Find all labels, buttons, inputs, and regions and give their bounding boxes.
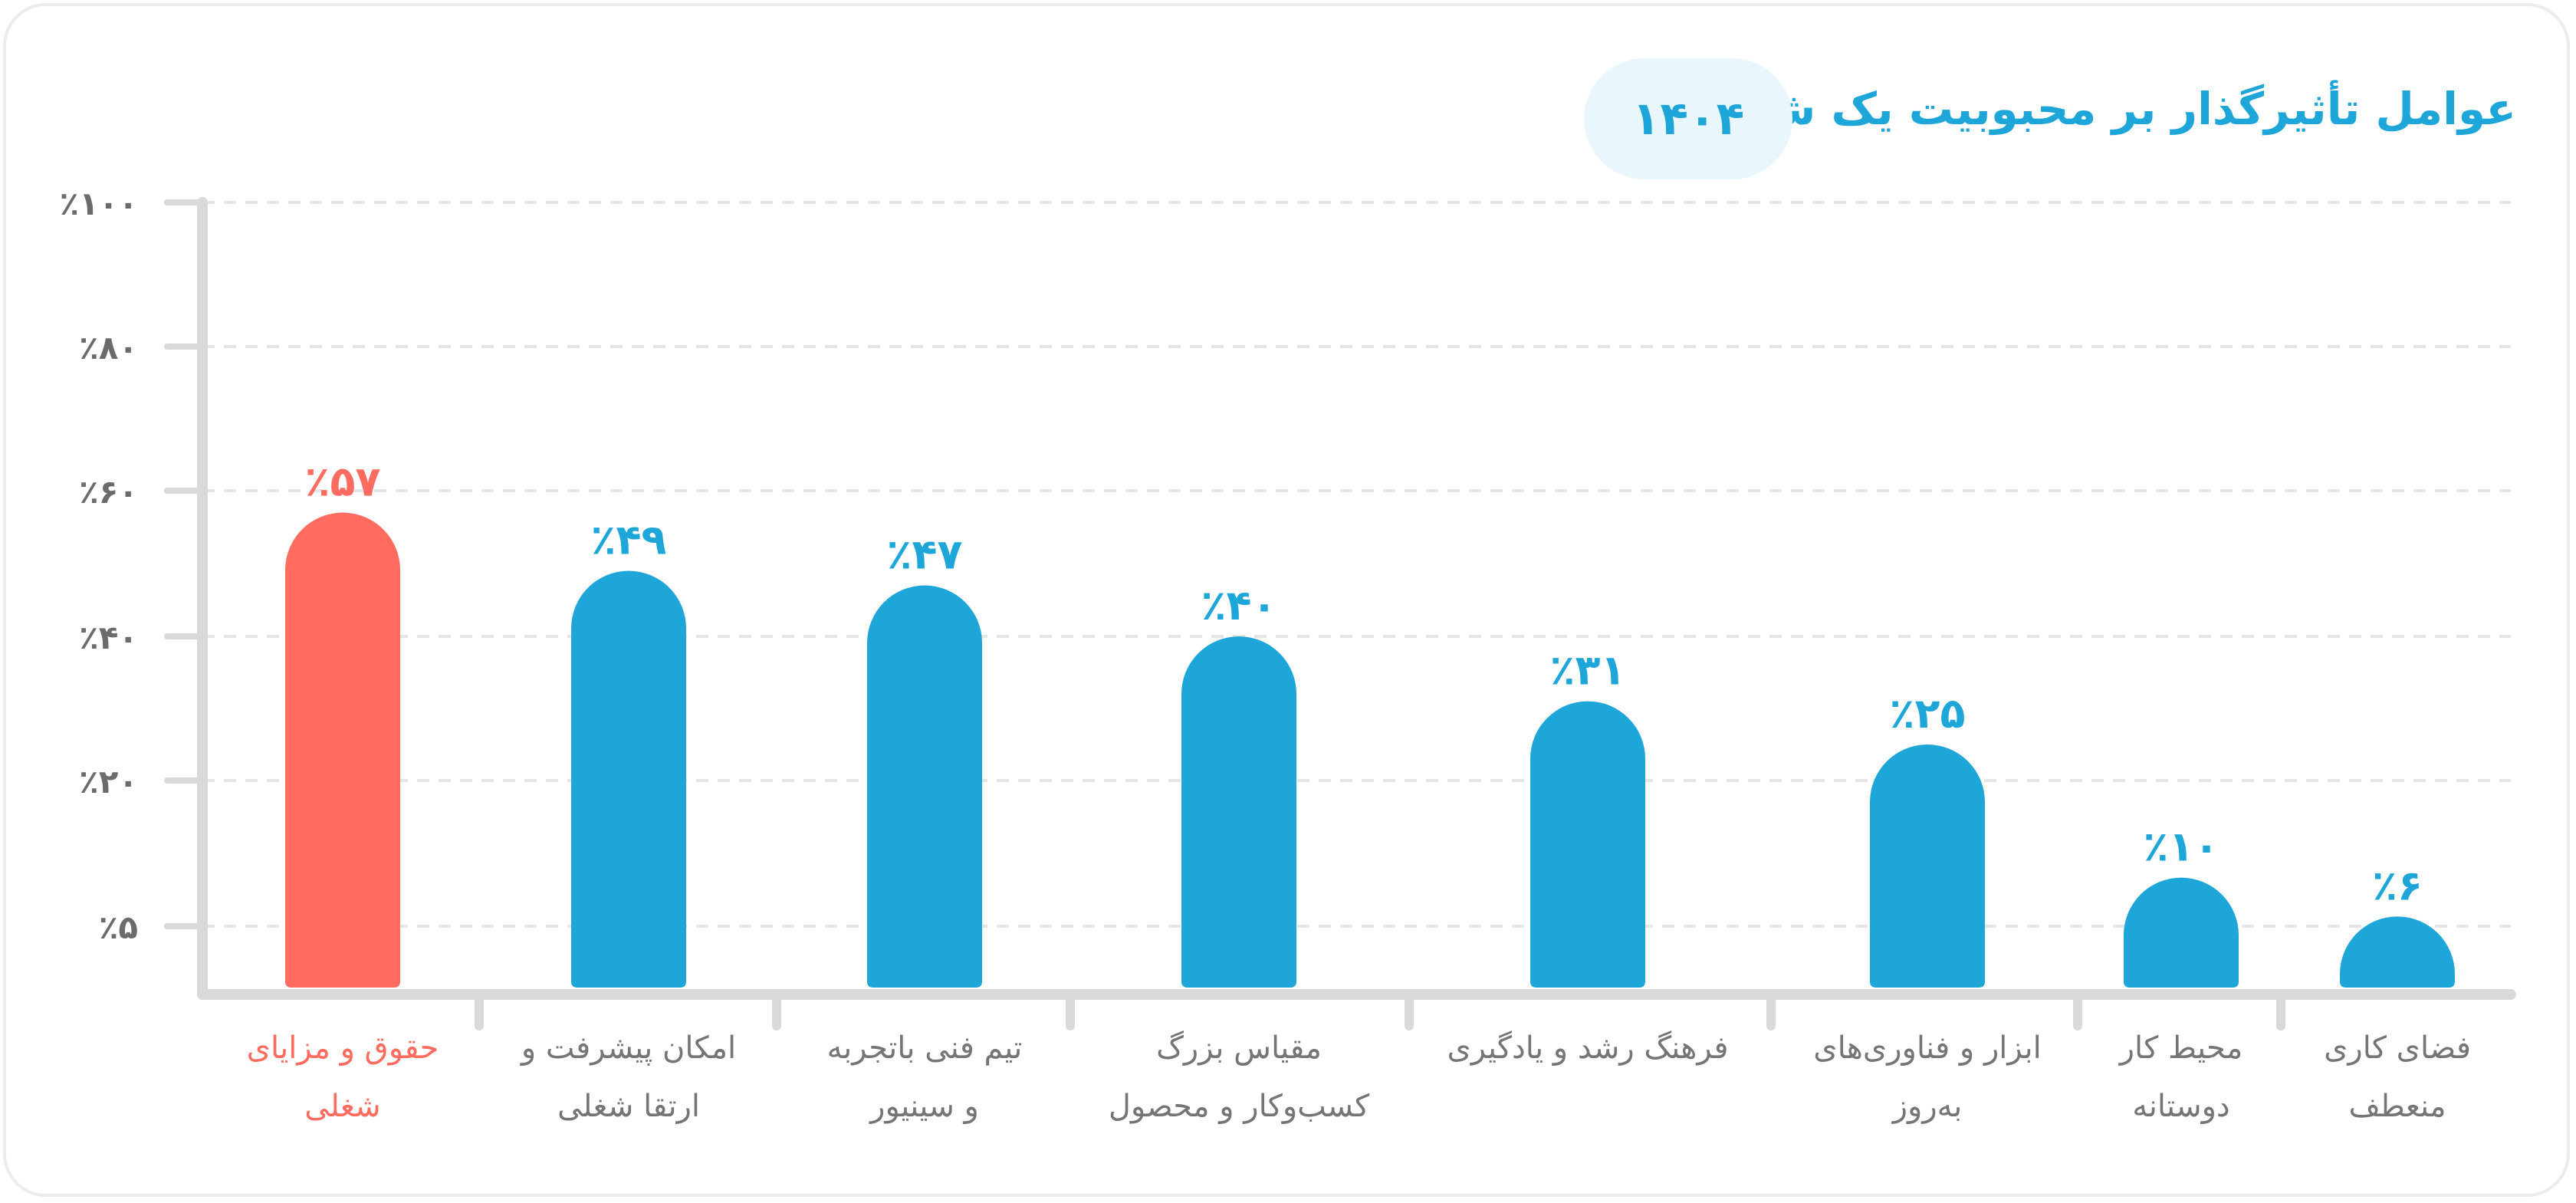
x-tick-label: محیط کار [2118,1030,2243,1066]
x-tick-label: دوستانه [2132,1089,2229,1124]
x-tick-label: فضای کاری [2324,1030,2471,1066]
y-tick-label: ٪۵ [99,909,138,946]
x-tick-label: ابزار و فناوری‌های [1813,1030,2041,1066]
x-tick-label: و سینیور [869,1089,979,1124]
data-label: ٪۲۵ [1890,689,1966,738]
data-label: ٪۴۰ [1201,581,1277,629]
x-tick-label: فرهنگ رشد و یادگیری [1447,1030,1728,1066]
year-badge: ۱۴۰۴ [1584,58,1792,179]
bar [285,512,400,988]
x-tick-label: مقیاس بزرگ [1156,1030,1322,1066]
x-tick-label: تیم فنی باتجربه [827,1030,1023,1066]
y-tick-label: ٪۸۰ [79,329,138,366]
x-tick-label: شغلی [304,1089,380,1124]
bar [2124,877,2239,988]
data-label: ٪۳۱ [1550,646,1626,695]
y-tick-label: ٪۲۰ [79,763,138,800]
x-tick-label: کسب‌وکار و محصول [1109,1089,1370,1124]
bar [1870,744,1985,988]
y-tick-label: ٪۱۰۰ [59,185,138,222]
y-tick-label: ٪۶۰ [79,473,138,511]
x-tick-label: امکان پیشرفت و [520,1030,736,1066]
bar [867,585,982,988]
x-tick-label: حقوق و مزایای [247,1030,439,1066]
data-label: ٪۶ [2372,861,2423,909]
y-tick-label: ٪۴۰ [79,619,138,656]
bar [1530,701,1645,988]
data-label: ٪۴۹ [591,516,667,564]
data-label: ٪۴۷ [887,531,963,579]
bar [1181,636,1296,988]
data-label: ٪۵۷ [305,458,381,506]
x-tick-label: ارتقا شغلی [557,1089,700,1124]
bar [571,570,686,988]
x-tick-label: منعطف [2348,1089,2446,1124]
chart-title: عوامل تأثیرگذار بر محبوبیت یک شرکت [1671,83,2516,135]
x-tick-label: به‌روز [1891,1089,1963,1124]
bar [2340,916,2455,988]
data-label: ٪۱۰ [2144,823,2220,871]
